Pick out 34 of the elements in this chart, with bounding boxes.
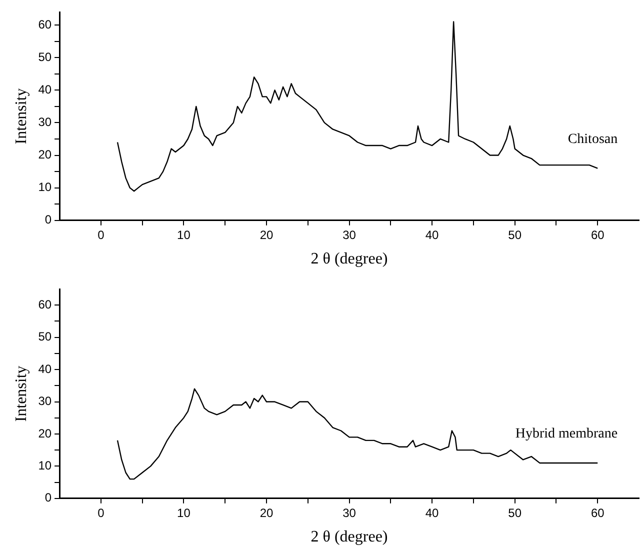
- x-tick-label: 20: [260, 506, 274, 520]
- x-axis-title: 2 θ (degree): [310, 250, 388, 268]
- y-tick-label: 40: [38, 82, 52, 96]
- y-tick-label: 0: [44, 490, 52, 505]
- y-axis-title: Intensity: [12, 88, 30, 144]
- y-tick-label: 40: [38, 362, 52, 376]
- x-tick-label: 60: [590, 228, 605, 242]
- x-tick-label: 40: [425, 506, 440, 520]
- x-tick-label: 20: [260, 228, 274, 242]
- x-tick-label: 0: [98, 506, 105, 520]
- y-tick-label: 30: [38, 394, 52, 408]
- x-tick-label: 50: [508, 228, 522, 242]
- x-tick-label: 30: [342, 506, 356, 520]
- series-label: Hybrid membrane: [515, 426, 618, 442]
- y-tick-label: 50: [38, 330, 52, 344]
- y-tick-label: 20: [38, 148, 52, 162]
- x-tick-label: 60: [590, 506, 605, 520]
- y-axis-title: Intensity: [12, 366, 30, 422]
- x-tick-label: 30: [342, 228, 356, 242]
- y-tick-label: 0: [44, 212, 52, 227]
- x-tick-label: 10: [177, 228, 191, 242]
- x-tick-label: 40: [425, 228, 440, 242]
- x-axis-title: 2 θ (degree): [310, 528, 388, 546]
- x-tick-label: 50: [508, 506, 522, 520]
- x-tick-label: 0: [98, 228, 105, 242]
- y-tick-label: 10: [38, 458, 52, 472]
- series-label: Chitosan: [568, 132, 618, 147]
- y-tick-label: 60: [38, 17, 52, 32]
- x-tick-label: 10: [177, 506, 191, 520]
- y-tick-label: 30: [38, 115, 52, 130]
- y-tick-label: 60: [38, 297, 52, 312]
- y-tick-label: 20: [38, 426, 52, 440]
- y-tick-label: 50: [38, 50, 52, 64]
- y-tick-label: 10: [38, 180, 52, 194]
